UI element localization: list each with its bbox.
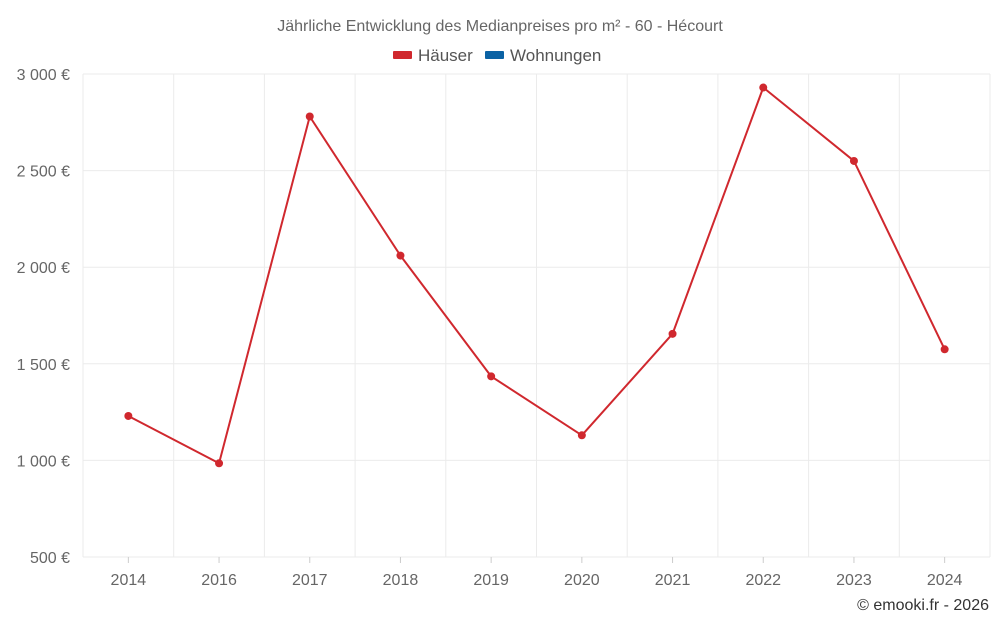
y-tick-label: 1 500 € bbox=[17, 357, 70, 374]
data-point-2017[interactable] bbox=[305, 112, 314, 121]
x-tick-label: 2024 bbox=[927, 572, 963, 589]
data-point-2021[interactable] bbox=[668, 329, 677, 338]
chart-title: Jährliche Entwicklung des Medianpreises … bbox=[277, 18, 723, 35]
y-tick-label: 2 500 € bbox=[17, 164, 70, 181]
legend-label-wohnungen[interactable]: Wohnungen bbox=[510, 46, 601, 65]
data-point-2014[interactable] bbox=[124, 411, 133, 420]
legend-swatch-haeuser[interactable] bbox=[393, 51, 412, 59]
series-haeuser bbox=[124, 83, 949, 468]
x-tick-label: 2022 bbox=[745, 572, 781, 589]
credit-text: © emooki.fr - 2026 bbox=[857, 597, 989, 614]
data-point-2018[interactable] bbox=[396, 251, 405, 260]
x-tick-label: 2017 bbox=[292, 572, 328, 589]
x-tick-label: 2014 bbox=[111, 572, 147, 589]
legend: Häuser Wohnungen bbox=[393, 46, 601, 65]
x-tick-label: 2018 bbox=[383, 572, 419, 589]
data-point-2019[interactable] bbox=[487, 372, 496, 381]
y-axis-ticks: 500 € 1 000 € 1 500 € 2 000 € 2 500 € 3 000 € bbox=[17, 67, 70, 567]
y-tick-label: 500 € bbox=[30, 550, 70, 567]
data-point-2023[interactable] bbox=[849, 156, 858, 165]
legend-swatch-wohnungen[interactable] bbox=[485, 51, 504, 59]
data-point-2016[interactable] bbox=[215, 459, 224, 468]
data-point-2024[interactable] bbox=[940, 345, 949, 354]
x-tick-label: 2023 bbox=[836, 572, 872, 589]
x-tick-label: 2019 bbox=[473, 572, 509, 589]
grid bbox=[82, 73, 991, 558]
legend-label-haeuser[interactable]: Häuser bbox=[418, 46, 473, 65]
data-point-2020[interactable] bbox=[577, 431, 586, 440]
x-axis-ticks: 2014 2016 2017 2018 2019 2020 2021 2022 2023 2024 bbox=[111, 557, 963, 589]
x-tick-label: 2020 bbox=[564, 572, 600, 589]
x-tick-label: 2016 bbox=[201, 572, 237, 589]
y-tick-label: 3 000 € bbox=[17, 67, 70, 84]
series-line bbox=[127, 86, 946, 465]
y-tick-label: 1 000 € bbox=[17, 453, 70, 470]
y-tick-label: 2 000 € bbox=[17, 260, 70, 277]
x-tick-label: 2021 bbox=[655, 572, 691, 589]
data-point-2022[interactable] bbox=[759, 83, 768, 92]
